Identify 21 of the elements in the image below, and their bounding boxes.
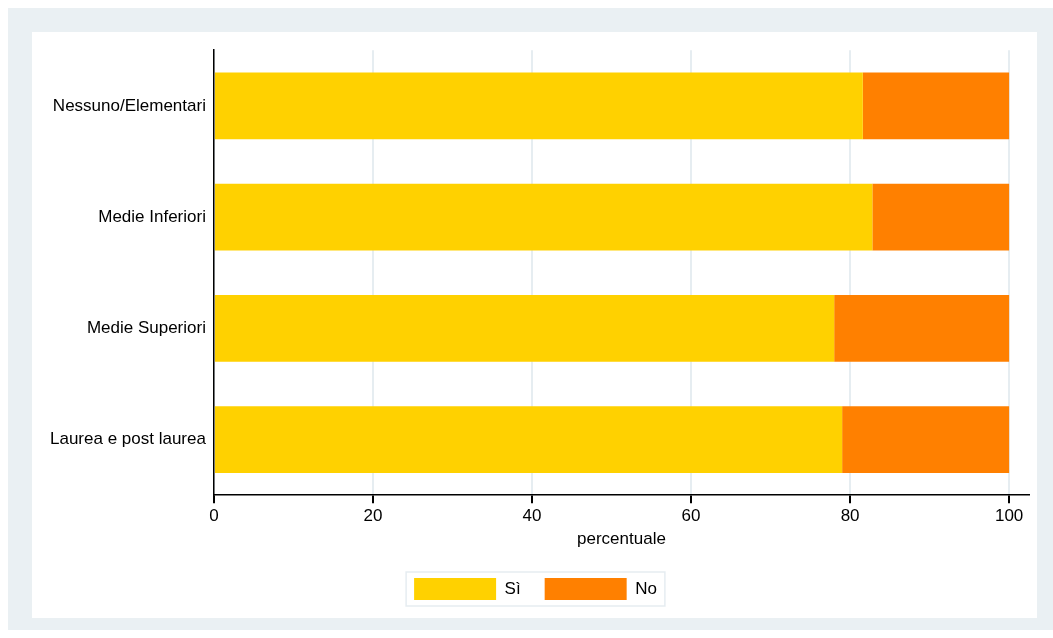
- y-tick-label: Medie Superiori: [86, 318, 206, 338]
- bar: [834, 294, 1010, 362]
- legend-label: No: [635, 578, 657, 598]
- bar: [214, 72, 863, 140]
- x-tick-label: 80: [840, 506, 860, 526]
- x-tick-label: 60: [681, 506, 701, 526]
- x-axis-title: percentuale: [577, 529, 666, 549]
- bar: [214, 183, 873, 251]
- y-tick-label: Nessuno/Elementari: [52, 95, 206, 115]
- bar: [842, 406, 1010, 473]
- x-tick-label: 20: [363, 506, 383, 526]
- legend-label: Sì: [504, 578, 521, 598]
- x-tick-label: 0: [209, 506, 219, 526]
- bar: [872, 183, 1010, 251]
- bar: [214, 406, 843, 473]
- bar: [862, 72, 1010, 140]
- bar: [214, 294, 835, 362]
- y-tick-label: Medie Inferiori: [98, 206, 206, 226]
- x-tick-label: 100: [994, 506, 1024, 526]
- x-tick-label: 40: [522, 506, 542, 526]
- y-tick-label: Laurea e post laurea: [49, 429, 207, 449]
